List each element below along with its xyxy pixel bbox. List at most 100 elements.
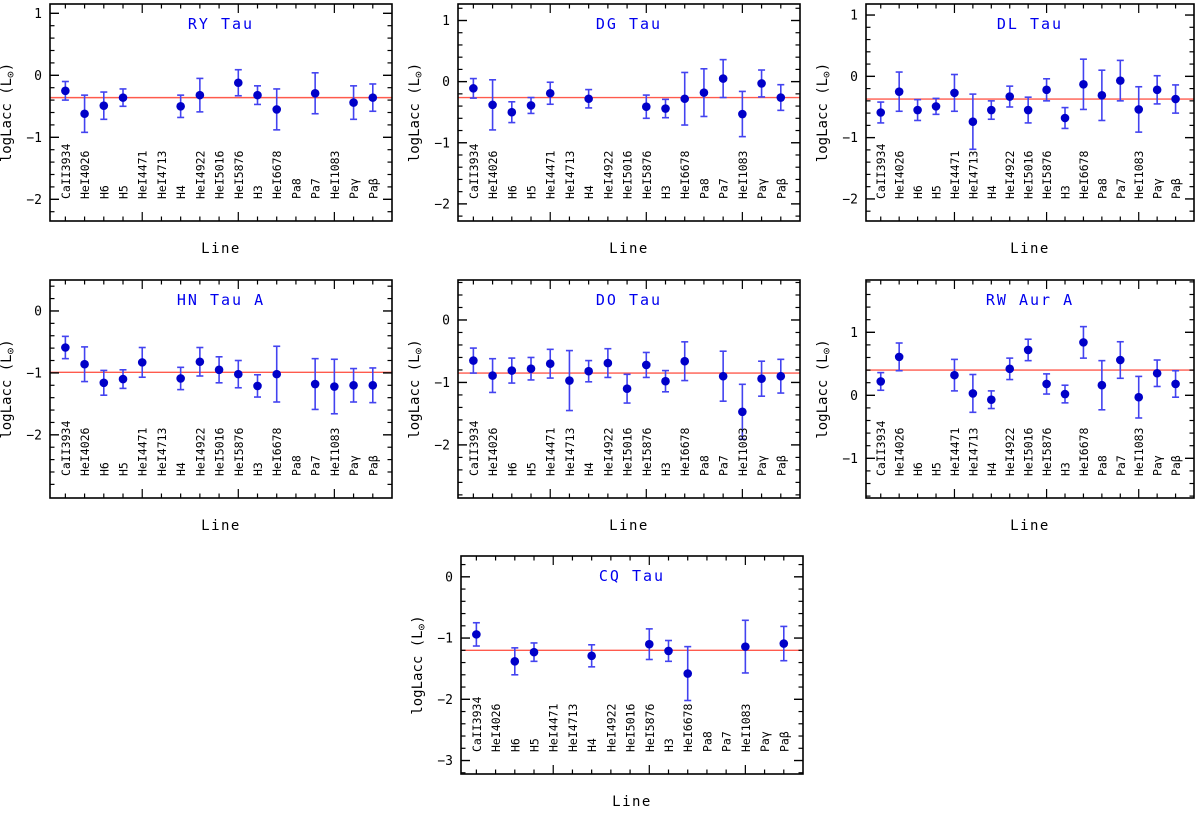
- panel-title: RW Aur A: [986, 291, 1074, 309]
- x-category-label: HeI4713: [155, 427, 169, 476]
- data-point-hei6678: [272, 105, 282, 114]
- x-category-label: HeI5876: [1040, 150, 1054, 199]
- data-point-hei4471: [137, 358, 147, 367]
- x-category-label: Pa7: [309, 178, 323, 199]
- data-point-hei4922: [1005, 364, 1015, 374]
- x-category-label: H3: [659, 185, 673, 199]
- x-category-label: H6: [911, 185, 925, 199]
- data-point-caii3934: [469, 84, 478, 93]
- x-category-label: Pa7: [309, 455, 323, 476]
- x-category-label: CaII3934: [59, 421, 73, 476]
- x-category-label: CaII3934: [874, 421, 888, 476]
- y-tick-label: 0: [34, 69, 42, 84]
- y-tick-label: −1: [26, 131, 42, 146]
- data-point-pa-: [779, 639, 789, 648]
- y-tick-label: −2: [842, 192, 858, 207]
- y-tick-label: 0: [445, 570, 453, 585]
- x-category-label: Paγ: [755, 178, 769, 199]
- data-point-hei6678: [683, 669, 693, 678]
- panel-title: RY Tau: [188, 15, 254, 33]
- data-point-pa7: [718, 371, 728, 381]
- x-category-label: HeI4713: [566, 703, 580, 752]
- x-category-label: H4: [174, 185, 188, 199]
- x-axis-label: Line: [609, 518, 649, 534]
- x-category-label: H4: [582, 462, 596, 476]
- data-point-h3: [661, 104, 670, 113]
- plot-frame: [457, 279, 801, 499]
- x-category-label: Paγ: [347, 455, 361, 476]
- x-category-label: Pa7: [717, 178, 731, 199]
- data-point-hei4922: [195, 357, 205, 367]
- x-category-label: HeI4922: [601, 428, 615, 476]
- data-point-h6: [510, 657, 520, 666]
- x-category-label: Pa7: [720, 731, 734, 752]
- data-point-hei6678: [272, 369, 282, 379]
- x-category-label: HeI4471: [547, 703, 561, 752]
- x-category-label: CaII3934: [467, 144, 481, 199]
- x-category-label: Paγ: [758, 731, 772, 752]
- data-point-h3: [664, 646, 673, 656]
- data-point-pa7: [310, 88, 320, 98]
- data-point-h6: [99, 378, 109, 388]
- x-category-label: Paβ: [774, 178, 788, 199]
- data-point-h3: [253, 90, 262, 100]
- x-category-label: Paβ: [1169, 178, 1183, 199]
- data-point-hei5876: [233, 78, 243, 88]
- data-point-hei4471: [545, 359, 555, 369]
- data-point-hei5016: [1023, 345, 1033, 355]
- x-category-label: HeI5876: [232, 150, 246, 199]
- data-point-h5: [526, 364, 536, 373]
- data-point-hei5876: [641, 102, 651, 111]
- x-category-label: HeI4026: [893, 150, 907, 199]
- data-point-hei4026: [80, 109, 89, 119]
- panel-rw-aur-a: 1 0 −1 CaII3934 HeI4026 H6 H5 HeI4471 HeI4713 H4 H…: [815, 279, 1195, 534]
- x-axis-label: Line: [612, 794, 652, 810]
- x-category-label: HeI4713: [563, 150, 577, 199]
- x-category-label: H4: [985, 185, 999, 199]
- data-point-h3: [1060, 389, 1070, 399]
- x-category-label: H4: [174, 462, 188, 476]
- x-category-label: CaII3934: [874, 144, 888, 199]
- data-point-pa7: [1115, 355, 1125, 365]
- data-point-hei4713: [565, 376, 574, 385]
- x-category-label: HeI5016: [621, 150, 635, 199]
- x-category-label: HeI5016: [213, 427, 227, 476]
- x-category-label: HeI4922: [601, 151, 615, 199]
- y-tick-label: −1: [842, 131, 858, 146]
- data-point-pa8: [699, 88, 709, 97]
- panel-dg-tau: 1 0 −1 −2 CaII3934 HeI4026 H6 H5 HeI4471 HeI4713 H…: [407, 3, 801, 257]
- y-axis-label: logLacc (L⊙): [407, 339, 425, 438]
- x-category-label: HeI5876: [1040, 427, 1054, 476]
- x-category-label: Pa8: [697, 178, 711, 199]
- x-category-label: Paγ: [1151, 178, 1165, 199]
- x-category-label: Pa8: [289, 178, 303, 199]
- x-category-label: HeI4026: [78, 427, 92, 476]
- x-category-label: HeI1083: [736, 150, 750, 199]
- x-category-label: H3: [1059, 185, 1073, 199]
- x-category-label: H3: [662, 738, 676, 752]
- x-category-label: HeI4471: [544, 150, 558, 199]
- x-category-label: HeI1083: [1132, 427, 1146, 476]
- x-category-label: Pa8: [700, 731, 714, 752]
- x-category-label: HeI5016: [624, 703, 638, 752]
- data-point-h5: [526, 101, 536, 110]
- x-category-label: HeI6678: [678, 150, 692, 199]
- y-tick-label: 0: [34, 304, 42, 319]
- x-category-label: Pa7: [1114, 178, 1128, 199]
- y-tick-label: 1: [34, 7, 42, 22]
- data-point-pa-: [1171, 379, 1180, 389]
- data-point-h4: [584, 94, 593, 104]
- panel-cq-tau: 0 −1 −2 −3 CaII3934 HeI4026 H6 H5 HeI4471 HeI4713…: [410, 555, 804, 810]
- data-point-h5: [931, 102, 941, 111]
- x-category-label: HeI1083: [1132, 150, 1146, 199]
- y-tick-label: 0: [850, 70, 858, 85]
- y-tick-label: −1: [434, 136, 450, 151]
- data-point-hei6678: [1079, 80, 1088, 89]
- x-category-label: HeI4922: [1003, 428, 1017, 476]
- data-point-caii3934: [469, 356, 478, 365]
- data-point-hei5876: [1042, 379, 1051, 389]
- data-point-h6: [99, 101, 109, 110]
- data-point-caii3934: [472, 630, 481, 639]
- x-category-label: H3: [1059, 462, 1073, 476]
